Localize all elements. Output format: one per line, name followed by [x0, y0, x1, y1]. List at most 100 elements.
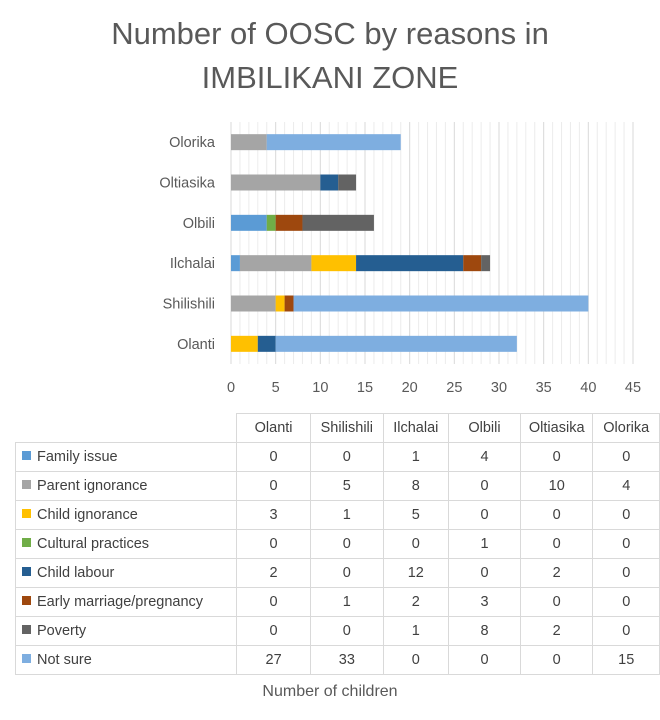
table-row: Parent ignorance 0 5 8 0 10 4	[14, 471, 660, 501]
table-cell: 0	[448, 645, 521, 675]
table-corner	[15, 413, 238, 443]
table-cell: 0	[519, 645, 594, 675]
table-cell: 3	[236, 500, 312, 530]
series-name: Poverty	[37, 623, 87, 639]
table-cell: 0	[592, 587, 660, 617]
bar-segment	[320, 174, 339, 191]
stacked-bar-chart: 0 5 10 15 20 25 30 35 40 45 Olanti Shilishili Ilchal…	[159, 122, 641, 396]
table-cell: 5	[310, 471, 384, 501]
bar-segment	[231, 335, 258, 352]
table-row: Not sure 27 33 0 0 0 15	[14, 645, 660, 675]
table-row: Early marriage/pregnancy 0 1 2 3 0 0	[14, 587, 660, 617]
series-name: Parent ignorance	[37, 478, 148, 494]
table-cell: 10	[519, 471, 594, 501]
table-cell: 0	[592, 529, 660, 559]
x-tick-label: 30	[491, 380, 507, 396]
bar-segment	[231, 295, 276, 312]
bar-segment	[302, 214, 374, 231]
data-table: Olanti Shilishili Ilchalai Olbili Oltiasika O…	[14, 413, 660, 675]
series-name: Cultural practices	[37, 536, 150, 552]
bar-segment	[231, 255, 240, 272]
series-label: Poverty	[14, 616, 238, 646]
table-cell: 0	[310, 442, 384, 472]
table-cell: 15	[592, 645, 660, 675]
column-header: Olorika	[592, 413, 660, 443]
table-row: Child labour 2 0 12 0 2 0	[14, 558, 660, 588]
legend-key	[22, 451, 31, 460]
table-cell: 12	[382, 558, 450, 588]
bar-segment	[284, 295, 294, 312]
table-cell: 8	[382, 471, 450, 501]
chart-title-line-2: IMBILIKANI ZONE	[201, 60, 459, 95]
table-cell: 2	[519, 558, 594, 588]
table-cell: 4	[592, 471, 660, 501]
table-cell: 0	[236, 471, 312, 501]
x-tick-label: 35	[536, 380, 552, 396]
x-tick-label: 0	[227, 380, 235, 396]
table-cell: 27	[236, 645, 312, 675]
bar-segment	[481, 255, 491, 272]
table-cell: 0	[236, 442, 312, 472]
table-cell: 8	[448, 616, 521, 646]
y-category-label: Olanti	[177, 337, 215, 353]
table-cell: 1	[310, 587, 384, 617]
legend-key	[22, 567, 31, 576]
column-header: Olanti	[236, 413, 312, 443]
column-header: Oltiasika	[519, 413, 594, 443]
bar-segment	[231, 174, 321, 191]
table-cell: 0	[592, 616, 660, 646]
table-cell: 0	[592, 442, 660, 472]
bar-segment	[356, 255, 464, 272]
y-category-label: Ilchalai	[170, 256, 215, 272]
column-header: Shilishili	[310, 413, 384, 443]
x-tick-label: 5	[272, 380, 280, 396]
x-tick-label: 45	[625, 380, 641, 396]
table-cell: 33	[310, 645, 384, 675]
y-category-label: Shilishili	[163, 297, 215, 313]
x-tick-label: 20	[402, 380, 418, 396]
table-cell: 0	[310, 558, 384, 588]
table-cell: 5	[382, 500, 450, 530]
table-cell: 0	[519, 442, 594, 472]
bar-segment	[293, 295, 589, 312]
bar-segment	[275, 295, 285, 312]
series-label: Parent ignorance	[14, 471, 238, 501]
table-cell: 0	[519, 529, 594, 559]
series-name: Early marriage/pregnancy	[37, 594, 204, 610]
x-tick-label: 15	[357, 380, 373, 396]
table-cell: 3	[448, 587, 521, 617]
table-cell: 1	[448, 529, 521, 559]
y-category-label: Oltiasika	[159, 176, 216, 192]
y-category-label: Olorika	[169, 135, 216, 151]
table-cell: 1	[382, 616, 450, 646]
table-cell: 0	[382, 529, 450, 559]
table-cell: 1	[310, 500, 384, 530]
table-cell: 0	[236, 616, 312, 646]
table-cell: 0	[592, 558, 660, 588]
table-cell: 0	[519, 587, 594, 617]
bar-segment	[257, 335, 276, 352]
legend-key	[22, 596, 31, 605]
table-cell: 0	[236, 529, 312, 559]
table-row: Family issue 0 0 1 4 0 0	[14, 442, 660, 472]
series-name: Child ignorance	[37, 507, 138, 523]
series-name: Child labour	[37, 565, 115, 581]
series-name: Family issue	[37, 449, 118, 465]
table-cell: 1	[382, 442, 450, 472]
table-cell: 0	[310, 616, 384, 646]
legend-key	[22, 654, 31, 663]
table-header-row: Olanti Shilishili Ilchalai Olbili Oltiasika O…	[15, 413, 660, 443]
series-label: Cultural practices	[14, 529, 238, 559]
bar-segment	[231, 214, 267, 231]
table-cell: 2	[519, 616, 594, 646]
table-cell: 0	[519, 500, 594, 530]
table-cell: 2	[382, 587, 450, 617]
table-cell: 0	[310, 529, 384, 559]
bar-segment	[239, 255, 312, 272]
bar-segment	[338, 174, 357, 191]
x-axis-label: Number of children	[262, 683, 398, 700]
bar-segment	[266, 214, 276, 231]
legend-key	[22, 480, 31, 489]
column-header: Olbili	[448, 413, 521, 443]
table-cell: 0	[236, 587, 312, 617]
